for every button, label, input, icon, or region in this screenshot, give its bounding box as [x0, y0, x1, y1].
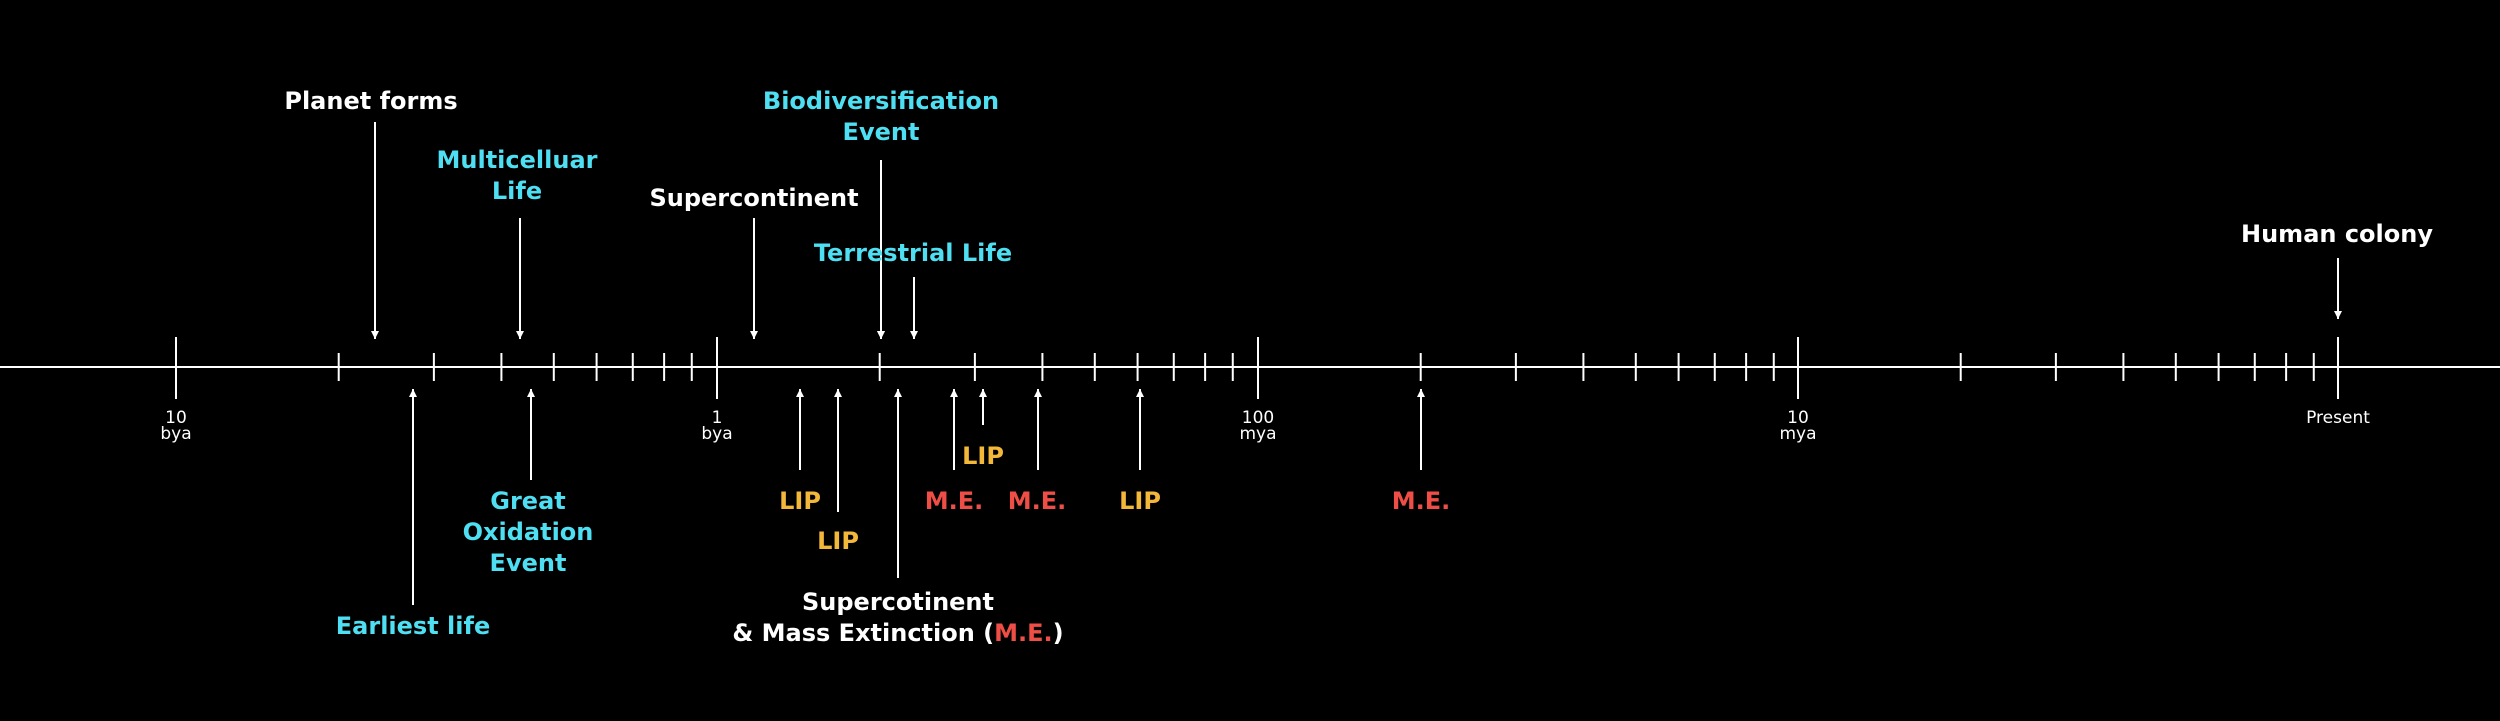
event-lip-1: LIP	[779, 487, 821, 515]
arrow-lip-3	[979, 389, 987, 425]
tick-label-present: Present	[2306, 408, 2370, 428]
arrow-terrestrial-life-1	[877, 277, 885, 339]
arrow-terrestrial-life-2	[910, 277, 918, 339]
arrow-mass-extinction-2	[1034, 389, 1042, 470]
tick-label-10-mya: 10 mya	[1779, 408, 1817, 444]
arrow-great-oxidation	[527, 389, 535, 480]
arrow-human-colony	[2334, 258, 2342, 319]
event-mass-extinction-1: M.E.	[924, 487, 984, 515]
tick-label-1-bya: 1 bya	[701, 408, 733, 444]
arrow-lip-4	[1136, 389, 1144, 470]
event-mass-extinction-3: M.E.	[1391, 487, 1451, 515]
event-terrestrial-life: Terrestrial Life	[813, 239, 1013, 267]
event-biodiversification: Biodiversification Event	[762, 87, 1000, 146]
event-multicellular-life: Multicelluar Life	[436, 146, 598, 205]
tick-label-100-mya: 100 mya	[1239, 408, 1277, 444]
arrow-earliest-life	[409, 389, 417, 605]
arrow-mass-extinction-1	[950, 389, 958, 470]
arrow-lip-2	[834, 389, 842, 512]
event-mass-extinction-2: M.E.	[1007, 487, 1067, 515]
arrow-mass-extinction-3	[1417, 389, 1425, 470]
event-supercontinent-mass-extinction: Supercotinent & Mass Extinction (M.E.)	[732, 588, 1064, 647]
event-supercontinent: Supercontinent	[649, 184, 859, 212]
arrow-lip-1	[796, 389, 804, 470]
event-lip-2: LIP	[817, 527, 859, 555]
arrow-planet-forms	[371, 122, 379, 339]
arrow-supercontinent-me	[894, 389, 902, 578]
arrow-multicellular-life	[516, 218, 524, 339]
event-planet-forms: Planet forms	[284, 87, 458, 115]
arrow-supercontinent	[750, 218, 758, 339]
tick-label-10-bya: 10 bya	[160, 408, 192, 444]
event-lip-4: LIP	[1119, 487, 1161, 515]
event-great-oxidation: Great Oxidation Event	[462, 487, 594, 577]
event-human-colony: Human colony	[2241, 220, 2433, 248]
event-earliest-life: Earliest life	[335, 612, 491, 640]
event-lip-3: LIP	[962, 442, 1004, 470]
